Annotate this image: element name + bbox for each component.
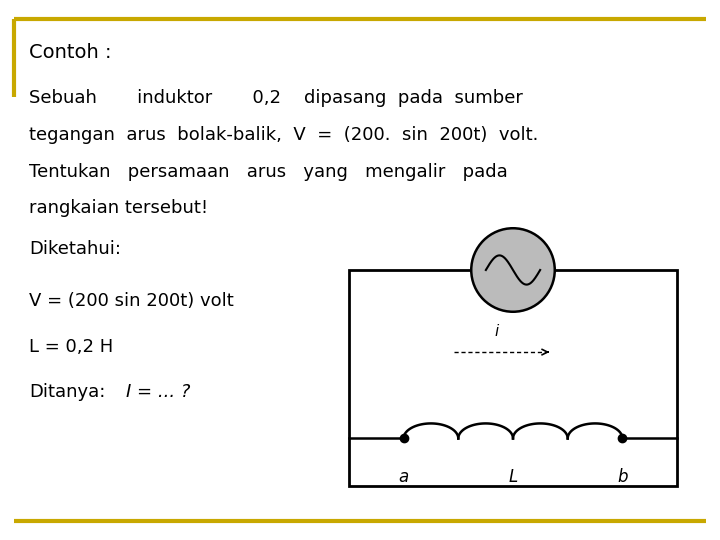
Text: Diketahui:: Diketahui: — [29, 240, 121, 258]
Text: L = 0,2 H: L = 0,2 H — [29, 338, 113, 355]
Text: $b$: $b$ — [616, 468, 629, 486]
Text: Contoh :: Contoh : — [29, 43, 112, 62]
Text: Sebuah       induktor       0,2    dipasang  pada  sumber: Sebuah induktor 0,2 dipasang pada sumber — [29, 89, 523, 107]
Text: Tentukan   persamaan   arus   yang   mengalir   pada: Tentukan persamaan arus yang mengalir pa… — [29, 163, 508, 180]
Text: rangkaian tersebut!: rangkaian tersebut! — [29, 199, 208, 217]
Text: Ditanya:: Ditanya: — [29, 383, 105, 401]
Text: $L$: $L$ — [508, 468, 518, 486]
Text: I = ... ?: I = ... ? — [126, 383, 190, 401]
Text: $a$: $a$ — [398, 468, 409, 486]
Ellipse shape — [472, 228, 554, 312]
Text: V = (200 sin 200t) volt: V = (200 sin 200t) volt — [29, 292, 233, 309]
Text: $i$: $i$ — [493, 322, 500, 339]
Bar — [349, 270, 677, 486]
Text: tegangan  arus  bolak-balik,  V  =  (200.  sin  200t)  volt.: tegangan arus bolak-balik, V = (200. sin… — [29, 126, 538, 144]
